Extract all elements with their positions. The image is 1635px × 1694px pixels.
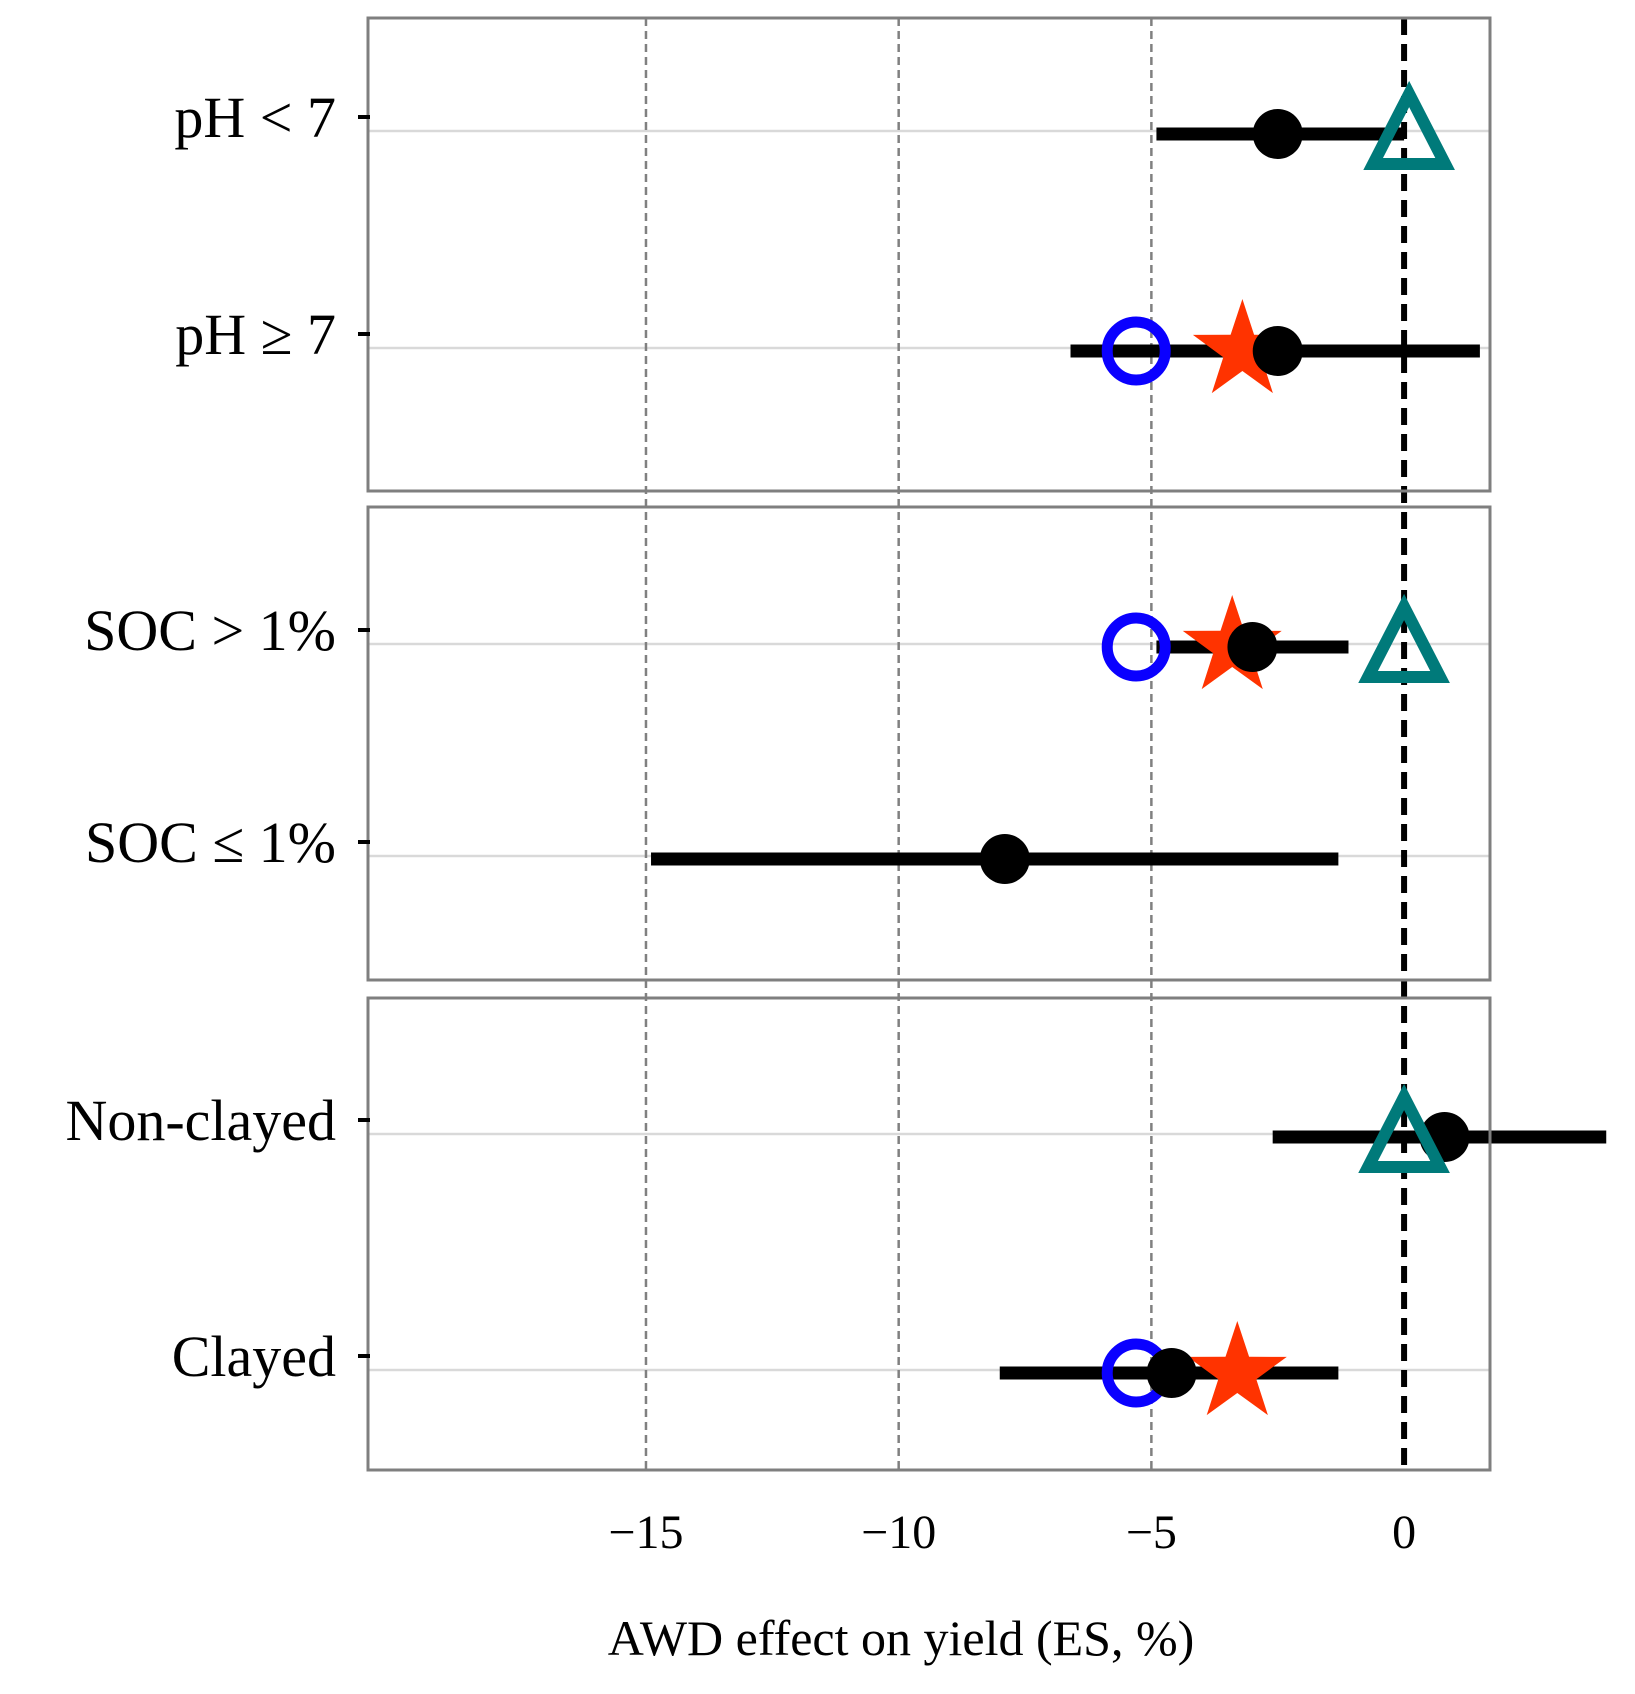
y-tick-label: pH ≥ 7: [175, 302, 336, 367]
x-tick-label: −5: [1126, 1506, 1177, 1559]
y-tick-label: pH < 7: [174, 85, 336, 150]
y-tick-label: Non-clayed: [65, 1088, 336, 1153]
point-open-triangle: [1358, 593, 1450, 683]
x-tick-label: −10: [861, 1506, 936, 1559]
point-open-triangle: [1363, 80, 1455, 170]
point-open-circle: [1101, 612, 1171, 682]
point-estimate-filled-circle: [1252, 109, 1303, 159]
point-estimate-filled-circle: [979, 834, 1030, 884]
x-tick-label: 0: [1392, 1506, 1416, 1559]
panel-frame: [366, 996, 1492, 1472]
point-star: [1192, 299, 1292, 394]
point-estimate-filled-circle: [1227, 622, 1278, 672]
y-tick-label: SOC > 1%: [84, 598, 336, 663]
panel-frame: [366, 16, 1492, 493]
panel-frame: [366, 505, 1492, 982]
point-open-triangle: [1358, 1083, 1450, 1173]
y-tick-label: SOC ≤ 1%: [85, 810, 336, 875]
point-estimate-filled-circle: [1146, 1348, 1197, 1398]
point-star: [1187, 1321, 1287, 1416]
point-estimate-filled-circle: [1252, 326, 1303, 376]
point-open-circle: [1101, 316, 1171, 386]
x-axis-title: AWD effect on yield (ES, %): [608, 1610, 1195, 1666]
x-tick-label: −15: [608, 1506, 683, 1559]
y-tick-label: Clayed: [172, 1324, 336, 1389]
